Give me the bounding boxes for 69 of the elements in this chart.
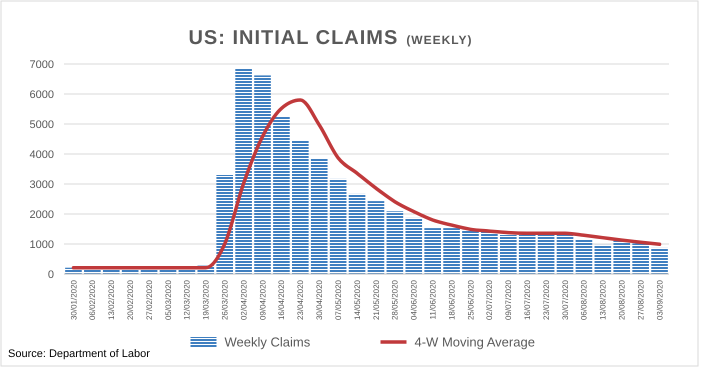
x-tick-label: 27/02/2020	[144, 279, 154, 320]
bar	[462, 230, 479, 274]
y-tick-label: 4000	[30, 148, 54, 161]
x-tick-label: 30/04/2020	[315, 279, 324, 320]
x-tick-label: 20/02/2020	[126, 279, 135, 320]
x-tick-label: 19/03/2020	[202, 279, 211, 320]
bar	[443, 228, 460, 274]
bar	[518, 235, 536, 274]
x-tick-label: 25/06/2020	[466, 279, 476, 320]
x-tick-label: 18/06/2020	[447, 279, 456, 320]
x-tick-label: 07/05/2020	[334, 279, 343, 320]
line-series	[72, 98, 662, 270]
bar	[576, 239, 592, 274]
bar	[386, 211, 404, 274]
bar	[254, 75, 271, 274]
x-tick-label: 13/08/2020	[598, 279, 608, 320]
chart-title: US: INITIAL CLAIMS	[188, 27, 398, 49]
y-tick-label: 2000	[30, 208, 54, 221]
x-tick-label: 30/01/2020	[69, 279, 78, 320]
x-tick-label: 09/04/2020	[258, 279, 268, 320]
y-tick-label: 3000	[30, 178, 54, 191]
x-tick-label: 11/06/2020	[428, 279, 438, 320]
x-tick-label: 23/04/2020	[296, 279, 306, 320]
x-tick-label: 13/02/2020	[107, 279, 116, 320]
x-tick-label: 03/09/2020	[655, 279, 664, 320]
x-tick-label: 20/08/2020	[618, 279, 627, 320]
bar	[310, 158, 328, 274]
bar	[500, 235, 517, 274]
source-note: Source: Department of Labor	[8, 348, 150, 360]
bar	[330, 178, 346, 274]
bar	[632, 243, 649, 274]
bar	[424, 228, 441, 274]
x-tick-label: 12/03/2020	[182, 279, 192, 320]
x-tick-label: 05/03/2020	[164, 279, 173, 320]
legend-label: Weekly Claims	[224, 334, 311, 350]
y-tick-label: 0	[48, 268, 54, 281]
x-tick-label: 23/07/2020	[542, 279, 551, 320]
y-tick-label: 5000	[30, 118, 54, 131]
bar	[538, 235, 554, 274]
chart-subtitle: (WEEKLY)	[406, 33, 473, 47]
bar	[273, 116, 290, 274]
bar	[651, 248, 668, 274]
x-tick-label: 27/08/2020	[636, 279, 646, 320]
legend-label: 4-W Moving Average	[414, 334, 535, 350]
x-tick-label: 04/06/2020	[410, 279, 419, 320]
bar	[613, 240, 630, 274]
x-tick-label: 21/05/2020	[372, 279, 381, 320]
bar	[481, 232, 498, 274]
x-tick-label: 26/03/2020	[220, 279, 230, 320]
y-tick-label: 6000	[30, 88, 54, 101]
bar	[368, 201, 384, 274]
x-tick-label: 02/04/2020	[239, 279, 248, 320]
bar	[594, 244, 612, 274]
x-tick-label: 14/05/2020	[352, 279, 362, 320]
x-tick-label: 09/07/2020	[504, 279, 514, 320]
x-tick-label: 28/05/2020	[390, 279, 400, 320]
x-tick-label: 16/04/2020	[277, 279, 286, 320]
x-tick-label: 30/07/2020	[560, 279, 570, 320]
bar	[405, 218, 422, 274]
bar	[235, 68, 252, 274]
x-tick-label: 06/02/2020	[88, 279, 98, 320]
bar	[556, 235, 574, 274]
x-tick-label: 16/07/2020	[523, 279, 532, 320]
x-tick-label: 06/08/2020	[580, 279, 589, 320]
y-tick-label: 1000	[30, 238, 54, 251]
y-tick-label: 7000	[30, 58, 54, 71]
bar	[292, 140, 309, 274]
bar	[348, 194, 366, 274]
x-tick-label: 02/07/2020	[485, 279, 494, 320]
